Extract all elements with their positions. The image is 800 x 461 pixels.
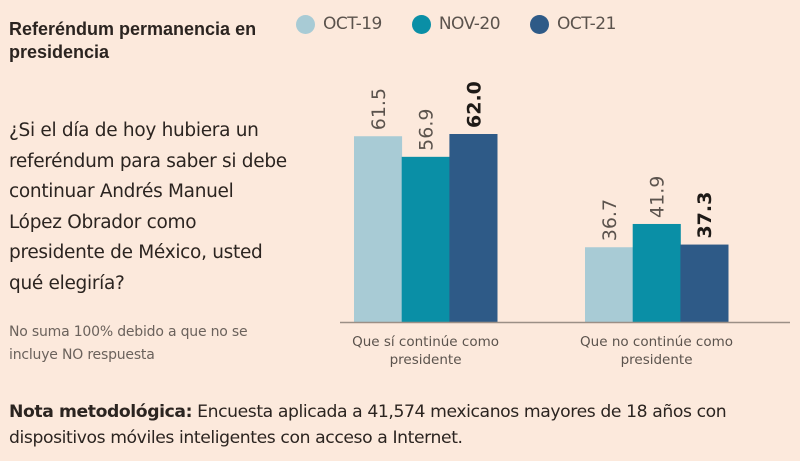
chart-note: No suma 100% debido a que no se incluye … — [9, 324, 248, 363]
category-label: Que no continúe como — [580, 334, 733, 350]
value-label: 37.3 — [694, 192, 716, 239]
legend-label: OCT-19 — [323, 14, 382, 34]
legend-item-oct-21: OCT-21 — [530, 14, 616, 34]
value-label: 36.7 — [599, 199, 621, 241]
category-label: presidente — [390, 352, 462, 368]
legend: OCT-19 NOV-20 OCT-21 — [296, 14, 646, 34]
legend-label: OCT-21 — [557, 14, 616, 34]
survey-question: ¿Si el día de hoy hubiera un referéndum … — [9, 120, 287, 294]
bar-oct-21-si — [449, 134, 498, 322]
bar-nov-20-no — [632, 223, 681, 322]
value-label: 61.5 — [368, 88, 390, 130]
legend-dot-icon — [530, 14, 550, 34]
category-label: presidente — [621, 352, 693, 368]
methodology-label: Nota metodológica: — [9, 402, 193, 422]
bar-oct-19-no — [585, 247, 634, 322]
legend-dot-icon — [296, 14, 315, 34]
legend-dot-icon — [411, 14, 431, 34]
bar-oct-21-no — [680, 244, 729, 322]
value-label: 56.9 — [416, 109, 438, 151]
legend-label: NOV-20 — [438, 14, 501, 34]
methodology-text: Encuesta aplicada a 41,574 mexicanos may… — [9, 402, 727, 448]
methodology-note: Nota metodológica: Encuesta aplicada a 4… — [9, 399, 799, 451]
bar-oct-19-si — [354, 136, 403, 322]
category-label: Que sí continúe como — [352, 334, 499, 350]
value-label: 62.0 — [463, 81, 485, 128]
chart-title: Referéndum permanencia en presidencia — [9, 19, 257, 62]
value-label: 41.9 — [647, 176, 669, 218]
legend-item-oct-19: OCT-19 — [296, 14, 382, 34]
legend-item-nov-20: NOV-20 — [411, 14, 501, 34]
bar-nov-20-si — [401, 156, 450, 322]
